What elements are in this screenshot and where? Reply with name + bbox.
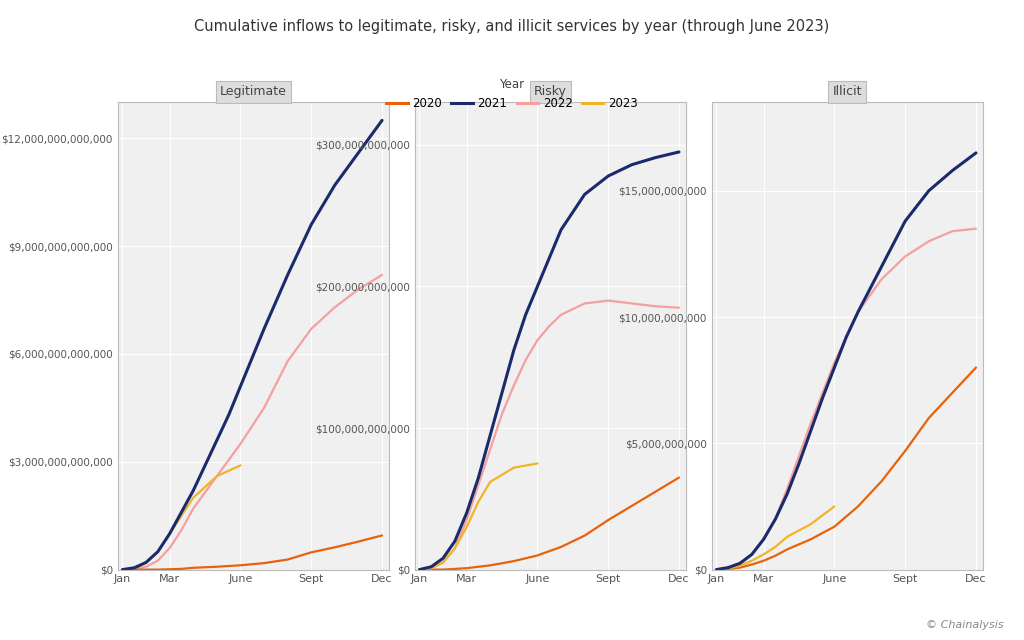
Text: © Chainalysis: © Chainalysis bbox=[926, 620, 1004, 630]
Title: Legitimate: Legitimate bbox=[220, 86, 287, 99]
Title: Risky: Risky bbox=[534, 86, 567, 99]
Text: Cumulative inflows to legitimate, risky, and illicit services by year (through J: Cumulative inflows to legitimate, risky,… bbox=[195, 19, 829, 34]
Legend: 2020, 2021, 2022, 2023: 2020, 2021, 2022, 2023 bbox=[382, 73, 642, 115]
Title: Illicit: Illicit bbox=[833, 86, 862, 99]
